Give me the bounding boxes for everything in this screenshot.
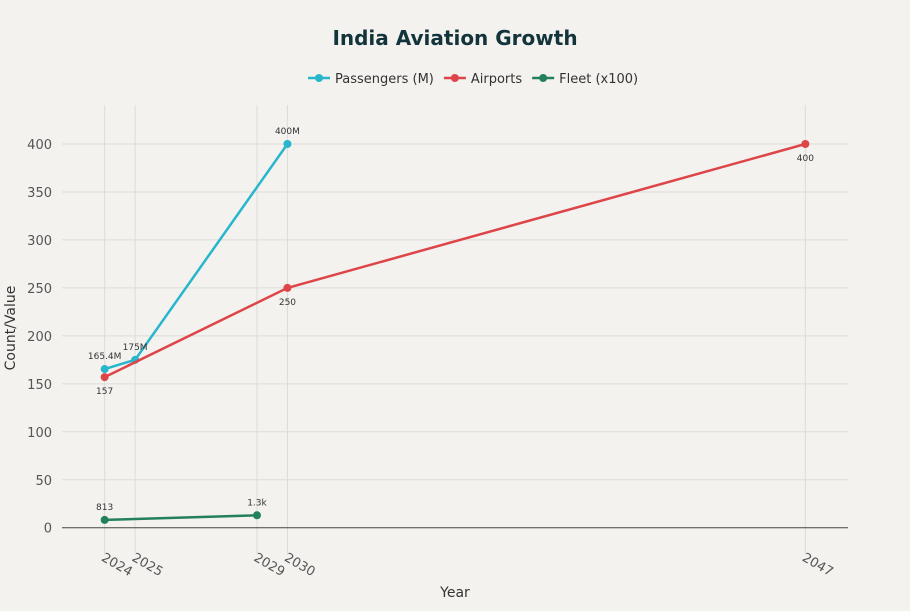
data-label: 175M (123, 343, 148, 353)
chart-title: India Aviation Growth (332, 26, 577, 50)
grid (62, 105, 848, 555)
y-tick-label: 350 (27, 186, 52, 201)
y-axis-label: Count/Value (3, 286, 19, 371)
data-point (283, 139, 292, 148)
y-tick-label: 100 (27, 426, 52, 441)
x-tick-label: 2030 (281, 550, 317, 580)
legend-entry-2: Fleet (x100) (559, 72, 638, 87)
data-label: 1.3k (247, 498, 267, 508)
y-tick-label: 200 (27, 330, 52, 345)
x-tick-label: 2024 (99, 550, 135, 580)
y-tick-label: 150 (27, 378, 52, 393)
data-point (252, 511, 261, 520)
y-tick-label: 400 (27, 138, 52, 153)
legend-entry-1: Airports (471, 72, 522, 87)
series-line-2 (104, 514, 258, 522)
data-label: 165.4M (88, 352, 122, 362)
data-label: 400M (275, 127, 300, 137)
data-point (801, 139, 810, 148)
data-point (283, 283, 292, 292)
x-tick-label: 2029 (251, 550, 287, 580)
legend-marker-0 (315, 74, 323, 82)
data-label: 157 (96, 387, 113, 397)
data-label: 250 (279, 298, 296, 308)
legend-marker-2 (539, 74, 548, 82)
data-point (100, 515, 109, 524)
data-label: 400 (797, 154, 814, 164)
data-point (100, 373, 109, 382)
y-tick-label: 250 (27, 282, 52, 297)
y-tick-label: 50 (35, 474, 52, 489)
x-tick-label: 2047 (799, 550, 835, 580)
legend-entry-0: Passengers (M) (335, 72, 434, 87)
data-label: 813 (96, 503, 113, 513)
series-line-0 (104, 143, 289, 371)
legend: Passengers (M) Airports Fleet (x100) (308, 72, 638, 87)
series-line-1 (104, 142, 806, 379)
x-tick-label: 2025 (129, 550, 165, 580)
y-tick-label: 300 (27, 234, 52, 249)
y-tick-label: 0 (44, 522, 52, 537)
data-point (100, 365, 109, 374)
x-axis-label: Year (439, 585, 470, 601)
legend-marker-1 (450, 74, 459, 82)
